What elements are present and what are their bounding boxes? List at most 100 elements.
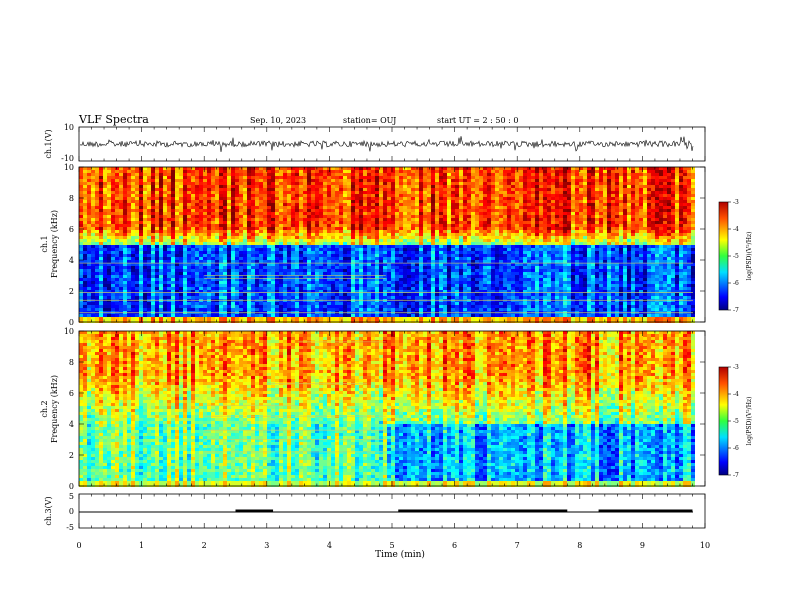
spectrogram-cell bbox=[295, 209, 299, 212]
spectrogram-cell bbox=[299, 215, 303, 218]
spectrogram-cell bbox=[175, 284, 179, 287]
spectrogram-cell bbox=[331, 254, 335, 257]
spectrogram-cell bbox=[339, 269, 343, 272]
spectrogram-cell bbox=[303, 176, 307, 179]
spectrogram-cell bbox=[283, 302, 287, 305]
spectrogram-cell bbox=[187, 296, 191, 299]
spectrogram-cell bbox=[271, 296, 275, 299]
spectrogram-cell bbox=[207, 290, 211, 293]
spectrogram-cell bbox=[147, 191, 151, 194]
spectrogram-cell bbox=[167, 203, 171, 206]
spectrogram-cell bbox=[403, 254, 407, 257]
spectrogram-cell bbox=[271, 266, 275, 269]
spectrogram-cell bbox=[379, 272, 383, 275]
spectrogram-cell bbox=[119, 227, 123, 230]
spectrogram-cell bbox=[379, 167, 383, 170]
spectrogram-cell bbox=[331, 182, 335, 185]
spectrogram-cell bbox=[311, 308, 315, 311]
spectrogram-cell bbox=[447, 302, 451, 305]
spectrogram-cell bbox=[403, 245, 407, 248]
spectrogram-cell bbox=[179, 266, 183, 269]
spectrogram-cell bbox=[367, 185, 371, 188]
spectrogram-cell bbox=[247, 263, 251, 266]
spectrogram-cell bbox=[207, 242, 211, 245]
spectrogram-cell bbox=[331, 224, 335, 227]
spectrogram-cell bbox=[95, 284, 99, 287]
spectrogram-cell bbox=[143, 308, 147, 311]
spectrogram-cell bbox=[323, 170, 327, 173]
spectrogram-cell bbox=[143, 209, 147, 212]
spectrogram-cell bbox=[379, 236, 383, 239]
spectrogram-cell bbox=[119, 245, 123, 248]
spectrogram-cell bbox=[431, 248, 435, 251]
spectrogram-cell bbox=[155, 212, 159, 215]
spectrogram-cell bbox=[155, 194, 159, 197]
spectrogram-cell bbox=[191, 197, 195, 200]
spectrogram-cell bbox=[119, 209, 123, 212]
spectrogram-cell bbox=[295, 263, 299, 266]
spectrogram-cell bbox=[203, 197, 207, 200]
spectrogram-cell bbox=[203, 251, 207, 254]
spectrogram-cell bbox=[239, 260, 243, 263]
spectrogram-cell bbox=[435, 233, 439, 236]
spectrogram-cell bbox=[407, 287, 411, 290]
spectrogram-cell bbox=[187, 173, 191, 176]
spectrogram-cell bbox=[355, 188, 359, 191]
spectrogram-cell bbox=[275, 170, 279, 173]
spectrogram-cell bbox=[319, 269, 323, 272]
spectrogram-cell bbox=[187, 317, 191, 320]
spectrogram-cell bbox=[155, 170, 159, 173]
spectrogram-cell bbox=[339, 206, 343, 209]
spectrogram-cell bbox=[403, 239, 407, 242]
spectrogram-cell bbox=[447, 194, 451, 197]
spectrogram-cell bbox=[399, 272, 403, 275]
spectrogram-cell bbox=[435, 230, 439, 233]
spectrogram-cell bbox=[87, 257, 91, 260]
spectrogram-cell bbox=[155, 167, 159, 170]
spectrogram-cell bbox=[367, 203, 371, 206]
spectrogram-cell bbox=[311, 221, 315, 224]
spectrogram-cell bbox=[91, 227, 95, 230]
spectrogram-cell bbox=[363, 290, 367, 293]
spectrogram-cell bbox=[331, 278, 335, 281]
spectrogram-cell bbox=[123, 212, 127, 215]
spectrogram-cell bbox=[211, 290, 215, 293]
spectrogram-cell bbox=[87, 221, 91, 224]
spectrogram-cell bbox=[199, 260, 203, 263]
spectrogram-cell bbox=[271, 227, 275, 230]
spectrogram-cell bbox=[279, 227, 283, 230]
spectrogram-cell bbox=[335, 254, 339, 257]
spectrogram-cell bbox=[111, 227, 115, 230]
spectrogram-cell bbox=[423, 290, 427, 293]
spectrogram-cell bbox=[407, 284, 411, 287]
spectrogram-cell bbox=[275, 284, 279, 287]
spectrogram-cell bbox=[263, 272, 267, 275]
spectrogram-cell bbox=[103, 281, 107, 284]
spectrogram-cell bbox=[323, 194, 327, 197]
spectrogram-cell bbox=[167, 275, 171, 278]
spectrogram-cell bbox=[387, 254, 391, 257]
spectrogram-cell bbox=[387, 239, 391, 242]
spectrogram-cell bbox=[207, 302, 211, 305]
spectrogram-cell bbox=[159, 242, 163, 245]
spectrogram-cell bbox=[207, 293, 211, 296]
spectrogram-cell bbox=[399, 233, 403, 236]
spectrogram-cell bbox=[431, 176, 435, 179]
spectrogram-cell bbox=[355, 230, 359, 233]
spectrogram-cell bbox=[259, 317, 263, 320]
spectrogram-cell bbox=[235, 284, 239, 287]
spectrogram-cell bbox=[275, 245, 279, 248]
spectrogram-cell bbox=[87, 287, 91, 290]
spectrogram-cell bbox=[327, 305, 331, 308]
spectrogram-cell bbox=[115, 179, 119, 182]
spectrogram-cell bbox=[391, 278, 395, 281]
spectrogram-cell bbox=[271, 305, 275, 308]
spectrogram-cell bbox=[159, 215, 163, 218]
spectrogram-cell bbox=[323, 230, 327, 233]
spectrogram-cell bbox=[83, 317, 87, 320]
spectrogram-cell bbox=[427, 209, 431, 212]
spectrogram-cell bbox=[263, 266, 267, 269]
spectrogram-cell bbox=[307, 305, 311, 308]
spectrogram-cell bbox=[103, 176, 107, 179]
spectrogram-cell bbox=[247, 266, 251, 269]
